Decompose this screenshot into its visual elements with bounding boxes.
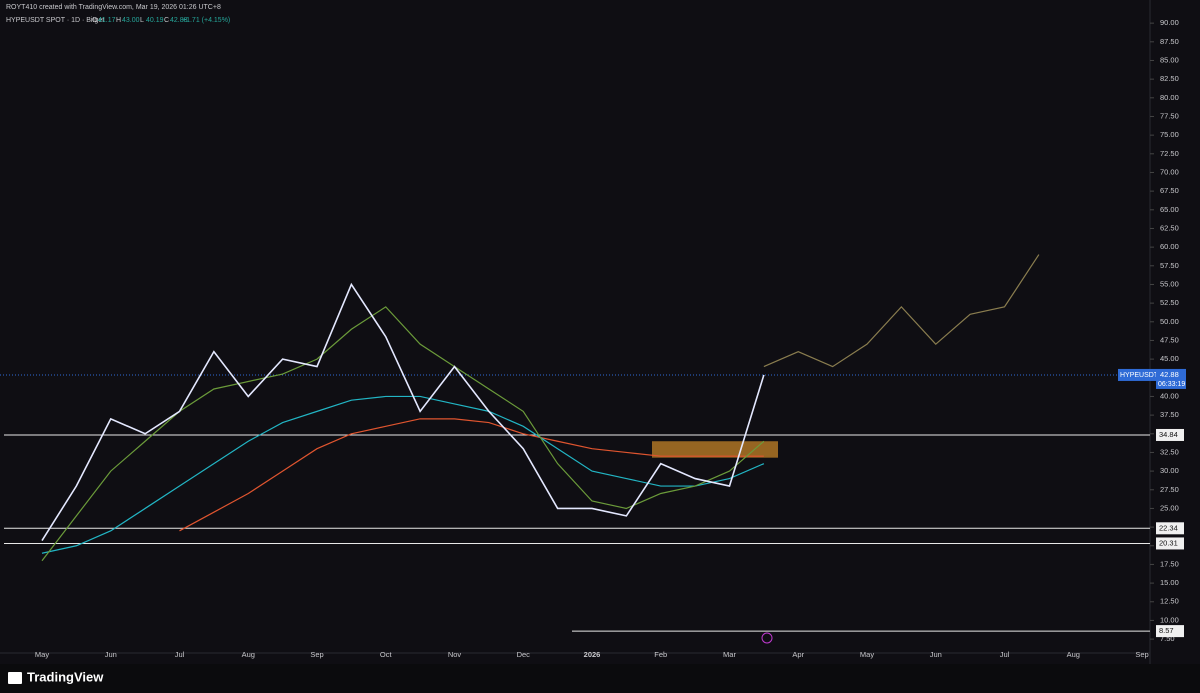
y-tick-label: 77.50 — [1160, 111, 1179, 120]
x-tick-label: Jun — [930, 650, 942, 659]
y-tick-label: 32.50 — [1160, 447, 1179, 456]
level-tag: 34.84 — [1159, 430, 1178, 439]
change: +1.71 (+4.15%) — [182, 17, 230, 24]
y-tick-label: 10.00 — [1160, 615, 1179, 624]
brand: TradingView — [27, 669, 104, 684]
y-tick-label: 25.00 — [1160, 503, 1179, 512]
ohlc-value: 41.17 — [98, 17, 116, 24]
logo — [8, 672, 22, 684]
credit: ROYT410 created with TradingView.com, Ma… — [6, 4, 221, 11]
y-tick-label: 85.00 — [1160, 55, 1179, 64]
y-tick-label: 15.00 — [1160, 578, 1179, 587]
y-tick-label: 50.00 — [1160, 317, 1179, 326]
level-tag-bg — [1156, 625, 1184, 638]
y-tick-label: 65.00 — [1160, 205, 1179, 214]
level-tag: 8.57 — [1159, 626, 1174, 635]
y-tick-label: 57.50 — [1160, 261, 1179, 270]
y-tick-label: 80.00 — [1160, 93, 1179, 102]
level-tag-bg — [1156, 522, 1184, 535]
x-tick-label: Dec — [517, 650, 531, 659]
level-tag: 20.31 — [1159, 538, 1178, 547]
last-price-name: HYPEUSDT — [1120, 372, 1159, 379]
ohlc-value: 43.00 — [122, 17, 140, 24]
x-tick-label: Aug — [1067, 650, 1080, 659]
last-price-label: 42.88 — [1160, 370, 1179, 379]
x-tick-label: Nov — [448, 650, 462, 659]
series-line — [41, 306, 765, 562]
ohlc-key: H — [116, 17, 121, 24]
x-tick-label: May — [35, 650, 49, 659]
symbol: HYPEUSDT SPOT · 1D · Bitget — [6, 17, 104, 24]
event-icon — [761, 632, 773, 644]
y-tick-label: 27.50 — [1160, 485, 1179, 494]
ohlc-value: 42.88 — [170, 17, 188, 24]
zone — [652, 441, 778, 458]
y-tick-label: 75.00 — [1160, 130, 1179, 139]
last-price-name-bg — [1118, 368, 1156, 381]
level-tag-bg — [1156, 428, 1184, 441]
x-tick-label: May — [860, 650, 874, 659]
x-tick-label: Jul — [1000, 650, 1010, 659]
x-tick-label: Jul — [175, 650, 185, 659]
y-tick-label: 45.00 — [1160, 354, 1179, 363]
x-tick-label: Feb — [654, 650, 667, 659]
y-tick-label: 90.00 — [1160, 18, 1179, 27]
x-tick-label: Sep — [1135, 650, 1148, 659]
y-tick-label: 12.50 — [1160, 597, 1179, 606]
y-tick-label: 37.50 — [1160, 410, 1179, 419]
y-tick-label: 40.00 — [1160, 391, 1179, 400]
y-tick-label: 82.50 — [1160, 74, 1179, 83]
y-tick-label: 7.50 — [1160, 634, 1175, 643]
y-tick-label: 30.00 — [1160, 466, 1179, 475]
x-tick-label: Oct — [380, 650, 393, 659]
y-tick-label: 62.50 — [1160, 223, 1179, 232]
y-tick-label: 70.00 — [1160, 167, 1179, 176]
countdown: 06:33:19 — [1158, 381, 1185, 388]
series-line — [41, 282, 765, 541]
y-tick-label: 55.00 — [1160, 279, 1179, 288]
x-tick-label: Jun — [105, 650, 117, 659]
x-tick-label: 2026 — [584, 650, 601, 659]
y-tick-label: 47.50 — [1160, 335, 1179, 344]
last-price-bg — [1156, 368, 1186, 389]
ohlc-key: L — [140, 17, 144, 24]
x-tick-label: Sep — [310, 650, 323, 659]
y-tick-label: 52.50 — [1160, 298, 1179, 307]
y-tick-label: 72.50 — [1160, 149, 1179, 158]
series-line — [179, 418, 764, 532]
level-tag: 22.34 — [1159, 523, 1178, 532]
y-tick-label: 17.50 — [1160, 559, 1179, 568]
level-tag-bg — [1156, 537, 1184, 550]
x-tick-label: Mar — [723, 650, 736, 659]
ohlc-value: 40.19 — [146, 17, 164, 24]
y-tick-label: 87.50 — [1160, 37, 1179, 46]
series-line — [41, 395, 765, 554]
ohlc-key: O — [92, 17, 98, 24]
y-tick-label: 67.50 — [1160, 186, 1179, 195]
ohlc-key: C — [164, 17, 169, 24]
x-tick-label: Apr — [792, 650, 804, 659]
y-tick-label: 60.00 — [1160, 242, 1179, 251]
series-line — [763, 254, 1040, 368]
footer — [0, 664, 1200, 693]
x-tick-label: Aug — [242, 650, 255, 659]
